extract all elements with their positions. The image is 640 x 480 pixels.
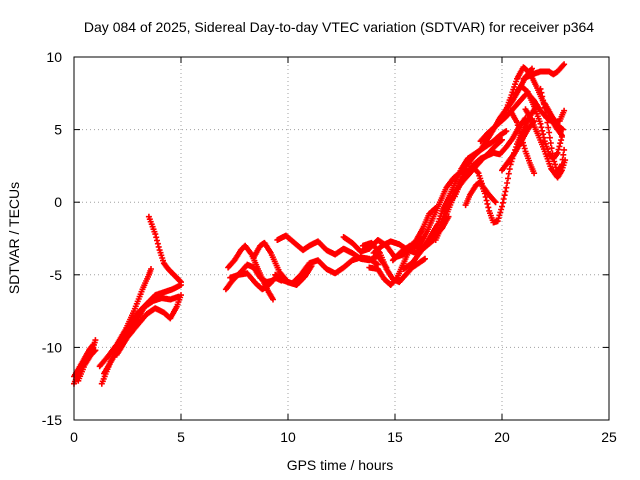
series-track-33 bbox=[471, 115, 529, 168]
chart-title: Day 084 of 2025, Sidereal Day-to-day VTE… bbox=[84, 19, 594, 35]
series-track-3 bbox=[75, 347, 99, 384]
point-marker bbox=[520, 61, 568, 82]
y-axis-ticks: -15 -10 -5 0 5 10 bbox=[42, 49, 609, 428]
x-tick-label: 20 bbox=[494, 429, 510, 445]
y-tick-label: -15 bbox=[42, 412, 62, 428]
x-tick-label: 25 bbox=[601, 429, 617, 445]
x-tick-label: 15 bbox=[387, 429, 403, 445]
x-tick-label: 5 bbox=[177, 429, 185, 445]
series-track-14 bbox=[272, 254, 381, 287]
series-track-8 bbox=[145, 213, 184, 286]
y-tick-label: 5 bbox=[54, 122, 62, 138]
point-marker bbox=[524, 90, 568, 126]
point-marker bbox=[471, 115, 529, 168]
y-tick-label: 0 bbox=[54, 194, 62, 210]
series-track-27 bbox=[520, 61, 568, 82]
series-track-35 bbox=[499, 117, 538, 174]
series-track-32 bbox=[524, 90, 568, 126]
y-tick-label: -5 bbox=[50, 267, 63, 283]
plot-frame bbox=[73, 56, 610, 421]
x-tick-label: 0 bbox=[70, 429, 78, 445]
x-axis-label: GPS time / hours bbox=[287, 457, 394, 473]
y-tick-label: -10 bbox=[42, 339, 62, 355]
series-track-30 bbox=[522, 106, 569, 181]
point-marker bbox=[499, 117, 538, 174]
y-tick-label: 10 bbox=[46, 49, 62, 65]
series-track-34 bbox=[477, 91, 529, 145]
point-marker bbox=[477, 91, 529, 145]
point-marker bbox=[75, 347, 99, 384]
x-axis-ticks: 0 5 10 15 20 25 bbox=[70, 57, 617, 445]
point-marker bbox=[113, 292, 184, 358]
y-axis-label: SDTVAR / TECUs bbox=[6, 182, 22, 294]
point-marker bbox=[451, 162, 499, 206]
series-track-6 bbox=[101, 282, 184, 377]
point-marker bbox=[145, 213, 184, 286]
point-marker bbox=[101, 282, 184, 377]
data-marks bbox=[71, 61, 569, 387]
series-track-7 bbox=[113, 292, 184, 358]
point-marker bbox=[272, 254, 381, 287]
x-tick-label: 10 bbox=[280, 429, 296, 445]
point-marker bbox=[522, 106, 569, 181]
series-track-24 bbox=[451, 162, 499, 206]
